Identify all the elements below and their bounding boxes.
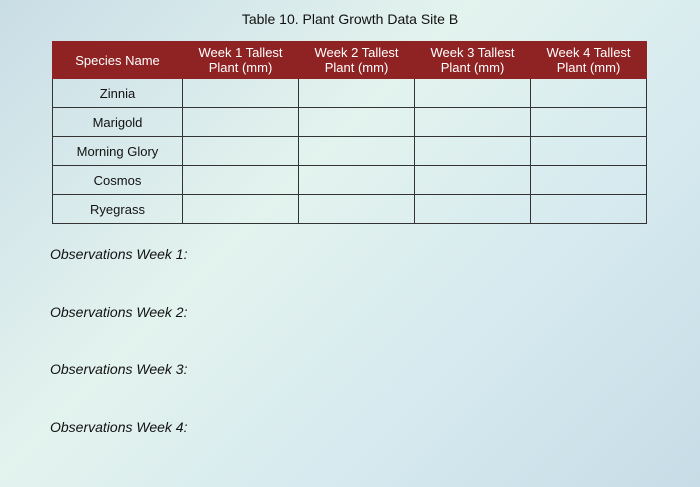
empty-cell bbox=[530, 107, 647, 137]
header-cell: Week 4 Tallest Plant (mm) bbox=[530, 41, 647, 79]
species-cell: Morning Glory bbox=[52, 136, 183, 166]
table-row: Ryegrass bbox=[52, 194, 647, 224]
empty-cell bbox=[414, 165, 531, 195]
empty-cell bbox=[182, 136, 299, 166]
data-table: Species Name Week 1 Tallest Plant (mm) Wee… bbox=[52, 41, 647, 224]
header-cell: Week 1 Tallest Plant (mm) bbox=[182, 41, 299, 79]
observation-label: Observations Week 1: bbox=[50, 246, 188, 262]
empty-cell bbox=[414, 107, 531, 137]
empty-cell bbox=[182, 78, 299, 108]
empty-cell bbox=[298, 78, 415, 108]
empty-cell bbox=[298, 194, 415, 224]
table-row: Marigold bbox=[52, 107, 647, 137]
observation-label: Observations Week 3: bbox=[50, 361, 188, 377]
empty-cell bbox=[414, 136, 531, 166]
table-row: Cosmos bbox=[52, 165, 647, 195]
header-cell: Week 3 Tallest Plant (mm) bbox=[414, 41, 531, 79]
table-row: Morning Glory bbox=[52, 136, 647, 166]
empty-cell bbox=[182, 194, 299, 224]
empty-cell bbox=[530, 136, 647, 166]
empty-cell bbox=[182, 165, 299, 195]
species-cell: Ryegrass bbox=[52, 194, 183, 224]
table-row: Zinnia bbox=[52, 78, 647, 108]
empty-cell bbox=[298, 165, 415, 195]
empty-cell bbox=[182, 107, 299, 137]
species-cell: Marigold bbox=[52, 107, 183, 137]
observation-label: Observations Week 2: bbox=[50, 303, 188, 320]
title: Table 10. Plant Growth Data Site B bbox=[241, 11, 459, 27]
empty-cell bbox=[414, 78, 531, 108]
empty-cell bbox=[298, 107, 415, 137]
header-cell: Week 2 Tallest Plant (mm) bbox=[298, 41, 415, 79]
empty-cell bbox=[530, 78, 647, 108]
empty-cell bbox=[414, 194, 531, 224]
observation-label: Observations Week 4: bbox=[50, 418, 188, 435]
empty-cell bbox=[298, 136, 415, 166]
empty-cell bbox=[530, 194, 647, 224]
header-cell: Species Name bbox=[52, 41, 183, 79]
table-body: Zinnia Marigold Morning Glory Cosmos Ryegras… bbox=[52, 78, 647, 224]
species-cell: Zinnia bbox=[52, 78, 183, 108]
empty-cell bbox=[530, 165, 647, 195]
species-cell: Cosmos bbox=[52, 165, 183, 195]
header-row: Species Name Week 1 Tallest Plant (mm) Wee… bbox=[52, 41, 647, 79]
